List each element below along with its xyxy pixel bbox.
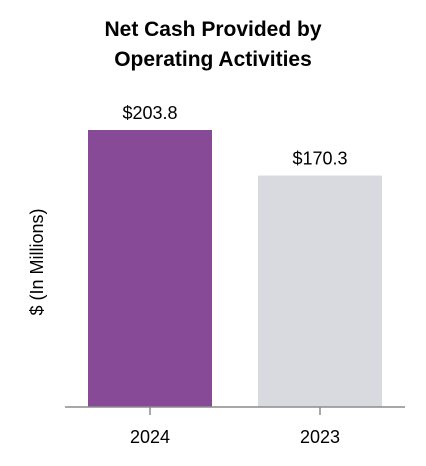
bars-layer bbox=[88, 130, 382, 407]
x-tick-label-2024: 2024 bbox=[130, 427, 170, 447]
x-tick-label-2023: 2023 bbox=[300, 427, 340, 447]
x-ticks-layer: 2024 2023 bbox=[130, 407, 340, 447]
bar-2023 bbox=[258, 175, 382, 407]
value-label-2023: $170.3 bbox=[292, 149, 347, 169]
value-label-2024: $203.8 bbox=[122, 103, 177, 123]
value-labels-layer: $203.8 $170.3 bbox=[122, 103, 347, 169]
y-axis-title: $ (In Millions) bbox=[27, 208, 47, 315]
chart-title-line-1: Net Cash Provided by bbox=[104, 18, 322, 41]
bar-2024 bbox=[88, 130, 212, 407]
chart-title-line-2: Operating Activities bbox=[114, 48, 312, 71]
